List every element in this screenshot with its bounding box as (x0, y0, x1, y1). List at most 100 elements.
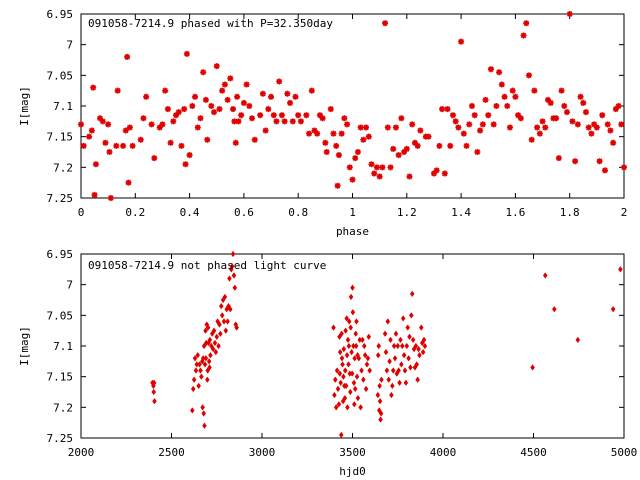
x-tick-label: 1.8 (560, 206, 580, 219)
data-point (183, 50, 190, 57)
data-point (151, 379, 157, 387)
data-point (246, 103, 253, 109)
data-point (390, 382, 395, 390)
y-tick-label: 7.1 (53, 340, 73, 353)
data-point (208, 103, 215, 109)
data-point (323, 149, 330, 155)
data-point (346, 342, 352, 350)
x-tick-label: 1.6 (505, 206, 525, 219)
data-point (227, 275, 232, 282)
data-point (182, 161, 189, 168)
data-point (402, 367, 408, 374)
y-tick-label: 7.05 (47, 69, 74, 82)
y-tick-label: 7.1 (53, 100, 73, 113)
data-point (455, 124, 462, 131)
data-point (430, 170, 437, 177)
data-point (97, 115, 104, 122)
data-point (352, 355, 357, 362)
data-point (120, 142, 127, 149)
x-tick-label: 0.8 (288, 206, 308, 219)
data-point (575, 336, 581, 344)
data-point (612, 106, 619, 113)
data-point (452, 118, 459, 125)
data-point (105, 121, 112, 128)
data-point (219, 87, 226, 94)
data-point (202, 96, 209, 103)
x-tick-label: 3500 (339, 446, 366, 459)
data-point (202, 422, 207, 429)
y-tick-label: 7.25 (47, 192, 74, 205)
data-point (201, 410, 207, 417)
data-point (208, 351, 213, 359)
data-point (341, 115, 348, 122)
data-point (207, 364, 212, 371)
data-point (474, 149, 481, 155)
data-point (375, 351, 381, 359)
data-point (222, 293, 228, 301)
data-series (150, 250, 623, 439)
data-point (349, 176, 356, 183)
data-point (217, 321, 222, 328)
data-point (270, 112, 277, 119)
data-point (214, 333, 220, 341)
data-point (365, 355, 371, 362)
data-point (192, 93, 199, 100)
data-point (382, 330, 388, 337)
data-point (558, 87, 565, 94)
data-point (207, 336, 213, 344)
data-point (251, 136, 258, 143)
data-point (364, 361, 370, 368)
y-tick-label: 7 (66, 279, 73, 292)
data-point (335, 385, 341, 393)
data-point (417, 127, 424, 134)
data-point (433, 167, 440, 174)
data-point (334, 182, 341, 189)
data-point (403, 145, 410, 152)
data-point (373, 164, 380, 171)
data-point (178, 142, 185, 149)
data-point (539, 118, 546, 125)
data-point (355, 394, 361, 402)
data-point (129, 142, 136, 149)
data-point (409, 121, 416, 128)
data-point (377, 382, 382, 390)
data-point (193, 367, 199, 374)
data-point (204, 136, 211, 143)
data-point (425, 133, 432, 140)
data-point (356, 355, 362, 362)
data-point (409, 312, 414, 319)
data-point (152, 397, 157, 405)
data-point (354, 149, 361, 155)
data-point (306, 130, 313, 137)
data-point (156, 124, 163, 131)
data-point (339, 330, 344, 337)
data-point (447, 142, 454, 149)
y-tick-label: 7.2 (53, 161, 73, 174)
data-point (553, 115, 560, 122)
data-point (189, 103, 196, 109)
data-point (221, 81, 228, 88)
data-point (349, 370, 355, 377)
data-point (333, 404, 339, 411)
data-point (580, 99, 587, 106)
x-tick-label: 1 (349, 206, 356, 219)
data-point (343, 382, 349, 390)
y-tick-label: 6.95 (47, 248, 74, 261)
data-point (338, 379, 344, 387)
x-tick-label: 1.2 (397, 206, 417, 219)
data-point (509, 87, 516, 94)
data-point (607, 127, 614, 134)
data-point (113, 142, 120, 149)
data-point (354, 318, 359, 325)
data-point (563, 109, 570, 116)
data-point (343, 327, 348, 334)
data-point (392, 355, 398, 362)
plot-frame (80, 13, 625, 199)
data-point (396, 367, 401, 374)
data-point (436, 142, 443, 149)
data-point (363, 124, 370, 131)
data-point (593, 124, 600, 131)
data-point (506, 124, 513, 131)
data-point (151, 388, 157, 396)
